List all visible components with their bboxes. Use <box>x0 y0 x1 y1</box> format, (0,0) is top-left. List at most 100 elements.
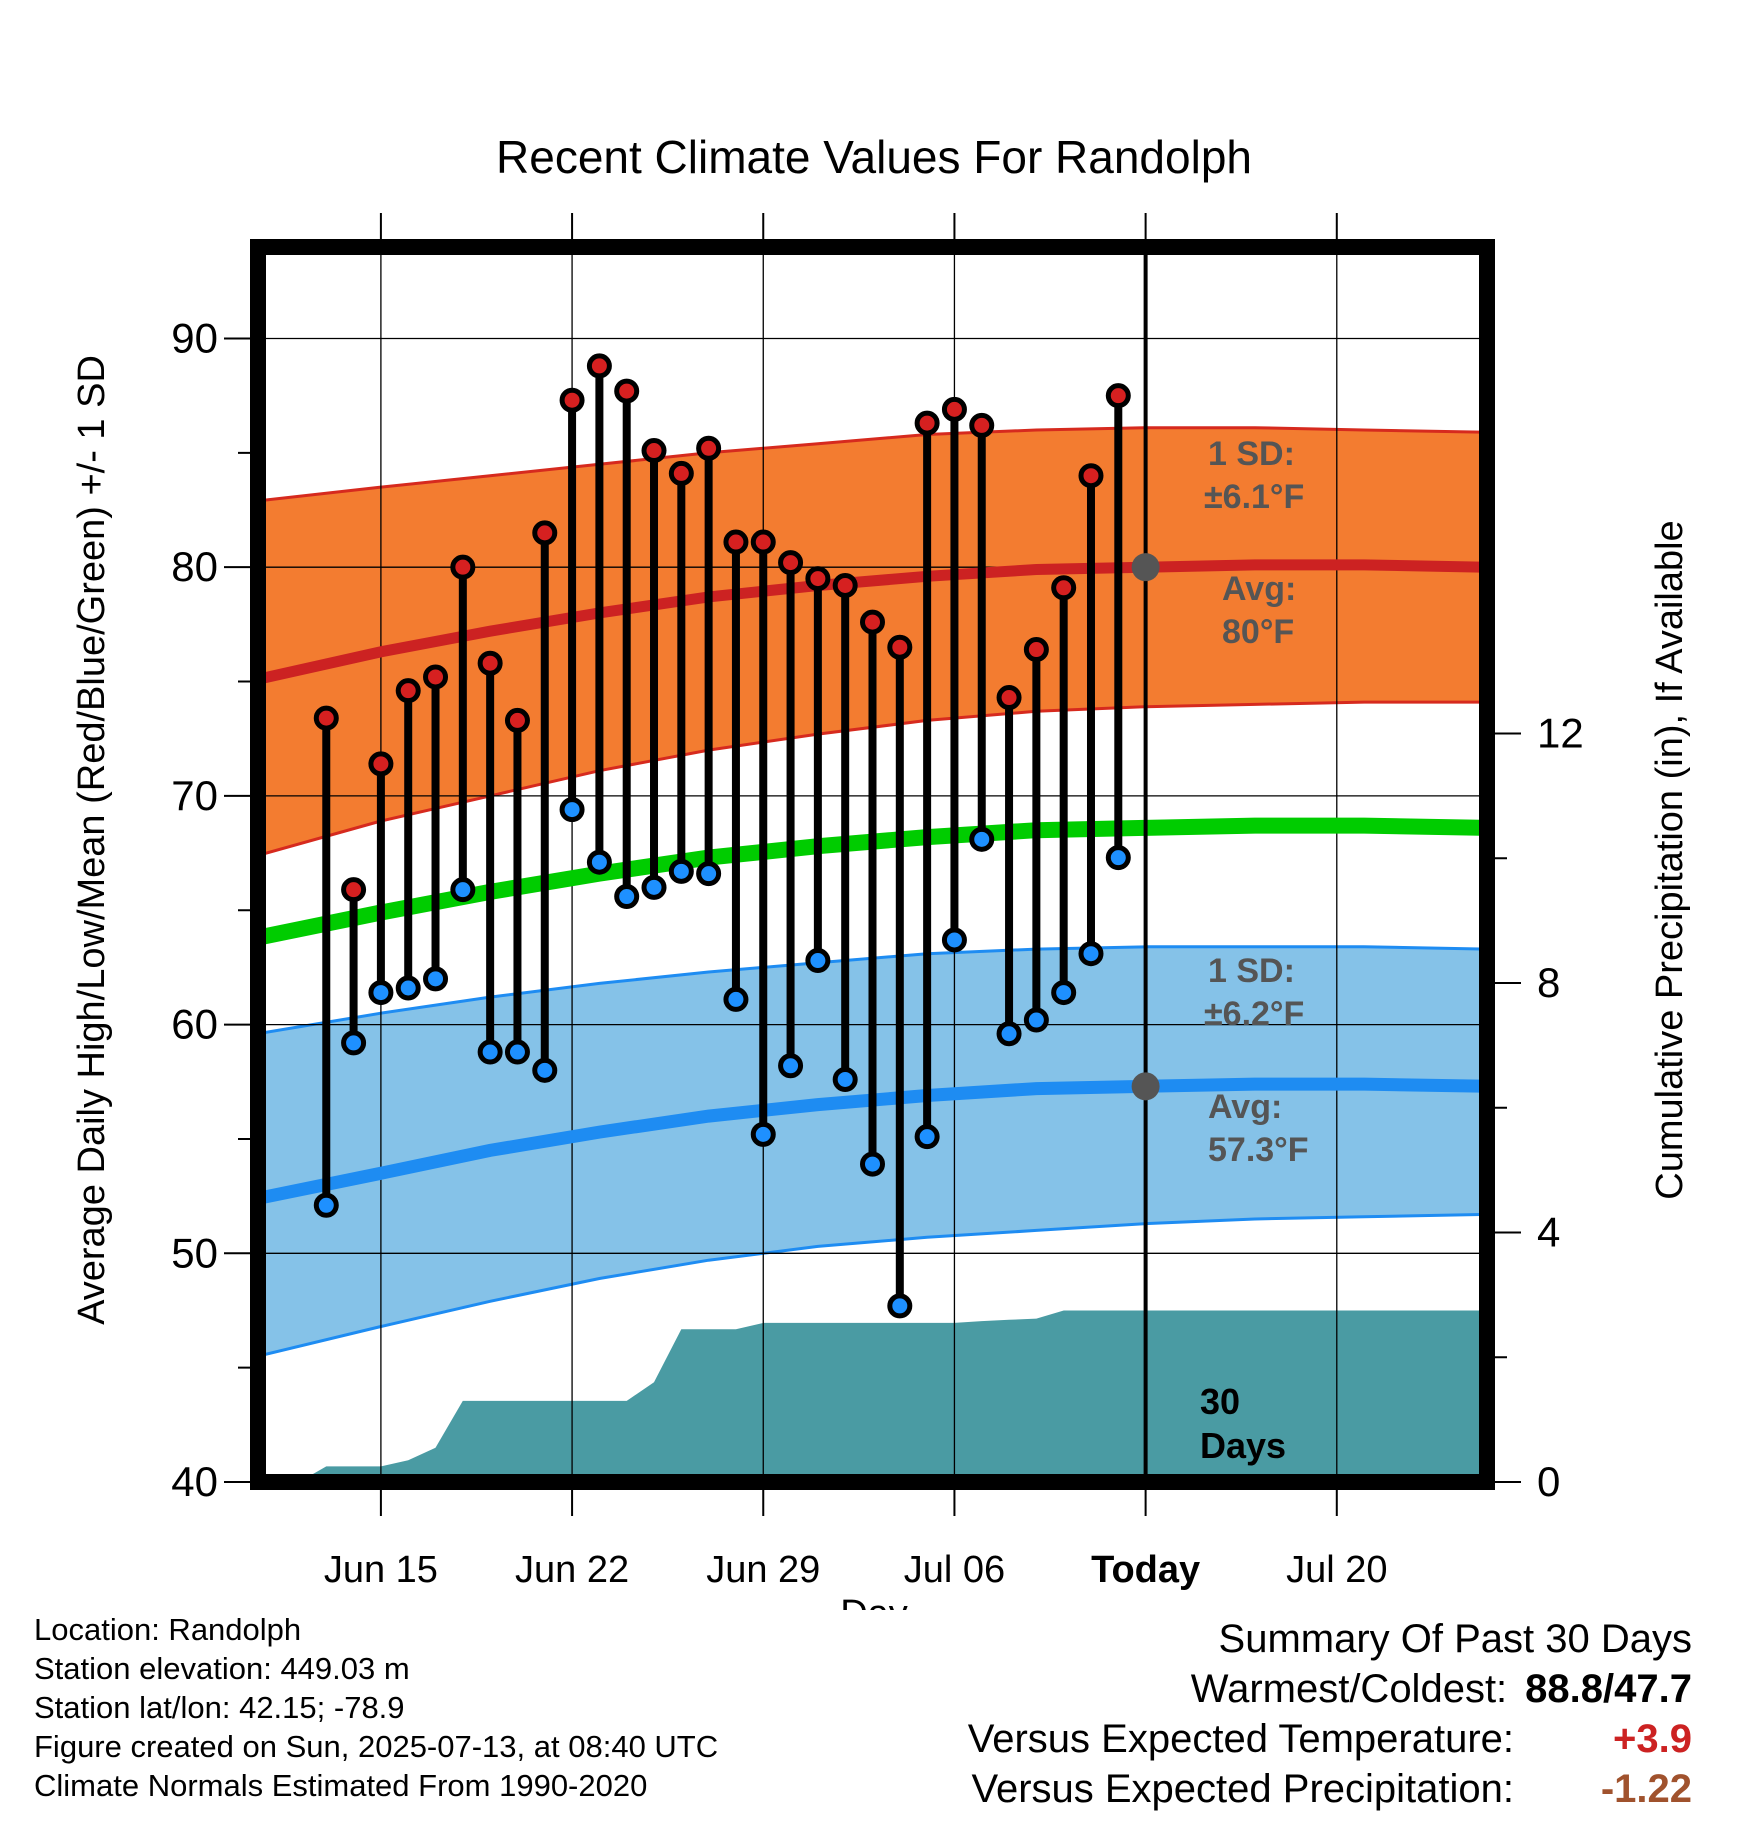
low-temp-point <box>395 975 421 1001</box>
low-temp-point <box>614 884 640 910</box>
y2-tick-label: 4 <box>1537 1209 1560 1256</box>
high-avg-label: Avg: <box>1222 570 1296 608</box>
high-temp-point <box>969 412 995 438</box>
high-temp-point <box>996 685 1022 711</box>
temp-departure-row: Versus Expected Temperature: +3.9 <box>968 1714 1692 1764</box>
low-temp-point <box>641 874 667 900</box>
high-temp-point <box>668 460 694 486</box>
low-temp-point <box>914 1124 940 1150</box>
high-temp-point <box>477 650 503 676</box>
high-temp-point <box>559 387 585 413</box>
low-sd-label: 1 SD: <box>1208 952 1295 990</box>
high-temp-point <box>423 664 449 690</box>
low-temp-point <box>586 849 612 875</box>
low-temp-point <box>696 861 722 887</box>
period-label-line2: Days <box>1200 1425 1286 1466</box>
high-temp-point <box>1105 383 1131 409</box>
temp-departure-value: +3.9 <box>1613 1717 1692 1761</box>
high-temp-point <box>614 378 640 404</box>
high-temp-point <box>504 707 530 733</box>
high-temp-point <box>1051 575 1077 601</box>
y-axis-label: Average Daily High/Low/Mean (Red/Blue/Gr… <box>71 355 113 1325</box>
low-temp-point <box>996 1021 1022 1047</box>
high-temp-point <box>341 877 367 903</box>
low-temp-point <box>1105 845 1131 871</box>
low-temp-point <box>668 858 694 884</box>
low-sd-value: ±6.2°F <box>1204 995 1304 1033</box>
low-temp-point <box>860 1151 885 1177</box>
elevation-text: Station elevation: 449.03 m <box>34 1651 410 1686</box>
high-sd-upper-line <box>258 426 1487 503</box>
precip-departure-label: Versus Expected Precipitation: <box>971 1767 1514 1811</box>
climate-chart: Recent Climate Values For Randolph Avera… <box>71 131 1691 1610</box>
today-low-normal-marker <box>1131 1072 1160 1101</box>
high-temp-point <box>941 396 967 422</box>
y2-tick-label: 12 <box>1537 710 1584 757</box>
station-info: Location: Randolph Station elevation: 44… <box>34 1610 718 1805</box>
created-text: Figure created on Sun, 2025-07-13, at 08… <box>34 1729 719 1764</box>
y2-tick-label: 8 <box>1537 959 1560 1006</box>
high-temp-point <box>532 520 558 546</box>
latlon-text: Station lat/lon: 42.15; -78.9 <box>34 1690 405 1725</box>
high-sd-value: ±6.1°F <box>1204 478 1304 516</box>
high-temp-point <box>641 438 667 464</box>
plot-frame <box>250 239 1495 1490</box>
y2-tick-label: 0 <box>1537 1458 1560 1505</box>
high-temp-point <box>313 705 339 731</box>
high-temp-point <box>914 410 940 436</box>
warmest-label: Warmest/Coldest: <box>1190 1667 1508 1711</box>
high-normal-line <box>258 559 1487 685</box>
y-tick-label: 90 <box>171 314 218 361</box>
low-temp-point <box>778 1053 804 1079</box>
low-sd-lower-line <box>258 1212 1487 1358</box>
summary-panel: Summary Of Past 30 Days Warmest/Coldest:… <box>968 1614 1692 1814</box>
low-temp-point <box>832 1066 858 1092</box>
high-temp-point <box>860 609 885 635</box>
chart-title: Recent Climate Values For Randolph <box>496 131 1252 183</box>
warmest-value: 88.8/47.7 <box>1525 1667 1692 1711</box>
summary-title: Summary Of Past 30 Days <box>1218 1617 1692 1661</box>
low-temp-point <box>477 1039 503 1065</box>
low-temp-point <box>941 927 967 953</box>
y-tick-label: 60 <box>171 1001 218 1048</box>
normals-text: Climate Normals Estimated From 1990-2020 <box>34 1768 648 1803</box>
x-tick-label: Jul 20 <box>1286 1549 1387 1591</box>
high-temp-point <box>696 435 722 461</box>
warmest-coldest-row: Warmest/Coldest: 88.8/47.7 <box>968 1664 1692 1714</box>
low-temp-point <box>1023 1007 1049 1033</box>
x-tick-label: Jun 29 <box>706 1549 820 1591</box>
y-tick-label: 80 <box>171 543 218 590</box>
low-temp-point <box>532 1057 558 1083</box>
low-temp-point <box>368 980 394 1006</box>
low-temp-point <box>805 948 831 974</box>
low-temp-point <box>1051 980 1077 1006</box>
x-tick-label: Jun 15 <box>324 1549 438 1591</box>
precipitation-area <box>299 1310 1487 1482</box>
high-temp-point <box>586 353 612 379</box>
precip-departure-row: Versus Expected Precipitation: -1.22 <box>968 1764 1692 1814</box>
high-temp-point <box>1078 463 1104 489</box>
x-axis-label: Day <box>840 1593 908 1610</box>
temp-departure-label: Versus Expected Temperature: <box>967 1717 1514 1761</box>
low-temp-point <box>504 1039 530 1065</box>
high-temp-point <box>750 529 776 555</box>
high-temp-point <box>395 678 421 704</box>
low-temp-point <box>450 877 476 903</box>
high-temp-point <box>450 554 476 580</box>
x-tick-label: Today <box>1091 1549 1200 1591</box>
precip-departure-value: -1.22 <box>1600 1767 1692 1811</box>
y-tick-label: 70 <box>171 772 218 819</box>
low-temp-point <box>750 1121 776 1147</box>
high-sd-label: 1 SD: <box>1208 435 1295 473</box>
high-temp-point <box>887 634 913 660</box>
low-temp-point <box>313 1192 339 1218</box>
low-temp-point <box>723 986 749 1012</box>
low-avg-label: Avg: <box>1208 1088 1282 1126</box>
high-temp-point <box>1023 637 1049 663</box>
y2-axis-label: Cumulative Precipitation (in), If Availa… <box>1649 520 1691 1199</box>
y-tick-label: 50 <box>171 1229 218 1276</box>
location-text: Location: Randolph <box>34 1612 302 1647</box>
high-avg-value: 80°F <box>1222 613 1294 651</box>
high-temp-point <box>778 550 804 576</box>
low-temp-point <box>887 1293 913 1319</box>
